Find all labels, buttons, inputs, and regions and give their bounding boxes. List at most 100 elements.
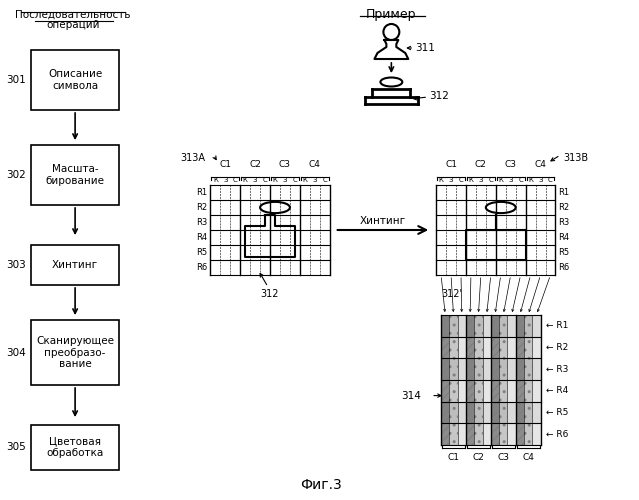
Bar <box>449 380 458 402</box>
Bar <box>491 402 499 423</box>
Bar <box>507 424 516 445</box>
Bar <box>499 336 507 358</box>
Text: R3: R3 <box>196 218 208 227</box>
Text: С: С <box>548 177 553 183</box>
Text: З: З <box>479 177 483 183</box>
Text: R5: R5 <box>558 248 569 257</box>
Bar <box>458 402 466 423</box>
Bar <box>499 358 507 380</box>
Text: З: З <box>282 177 287 183</box>
Text: R5: R5 <box>196 248 208 257</box>
Bar <box>441 402 449 423</box>
Bar <box>516 315 524 336</box>
FancyBboxPatch shape <box>31 245 119 285</box>
Bar <box>491 315 499 336</box>
Bar <box>532 402 541 423</box>
Bar <box>507 336 516 358</box>
Bar <box>441 380 449 402</box>
Text: C3: C3 <box>279 160 291 169</box>
Text: К: К <box>528 177 533 183</box>
Text: С: С <box>263 177 268 183</box>
Text: C2: C2 <box>249 160 261 169</box>
Text: Описание
символа: Описание символа <box>48 69 102 91</box>
Bar <box>482 380 491 402</box>
Bar <box>466 315 474 336</box>
Bar <box>491 336 499 358</box>
Bar <box>458 358 466 380</box>
Text: C4: C4 <box>309 160 321 169</box>
Bar <box>507 402 516 423</box>
Bar <box>491 358 499 380</box>
Bar <box>524 402 532 423</box>
Bar <box>524 336 532 358</box>
Bar <box>516 424 524 445</box>
Bar <box>474 380 482 402</box>
Text: ← R6: ← R6 <box>546 430 568 438</box>
Text: R2: R2 <box>196 203 208 212</box>
Text: 303: 303 <box>6 260 26 270</box>
Bar <box>466 358 474 380</box>
Text: C4: C4 <box>522 453 534 462</box>
Text: ← R4: ← R4 <box>546 386 568 396</box>
Bar <box>491 424 499 445</box>
Bar <box>441 336 449 358</box>
Text: ← R5: ← R5 <box>546 408 568 417</box>
Bar <box>449 315 458 336</box>
Text: С: С <box>488 177 493 183</box>
Text: 313B: 313B <box>564 153 589 163</box>
Bar <box>449 336 458 358</box>
Text: C1: C1 <box>219 160 231 169</box>
FancyBboxPatch shape <box>31 145 119 205</box>
Text: R2: R2 <box>558 203 569 212</box>
Bar <box>532 424 541 445</box>
Bar <box>499 380 507 402</box>
Text: 312': 312' <box>441 289 462 299</box>
Text: C2: C2 <box>472 453 484 462</box>
Bar <box>532 336 541 358</box>
Bar <box>474 424 482 445</box>
Text: К: К <box>243 177 247 183</box>
Bar <box>532 380 541 402</box>
Bar <box>516 402 524 423</box>
Bar <box>466 380 474 402</box>
Bar <box>491 358 499 380</box>
Text: К: К <box>273 177 277 183</box>
Bar <box>482 424 491 445</box>
Bar <box>474 315 482 336</box>
Bar <box>466 402 474 423</box>
Bar <box>466 424 474 445</box>
FancyBboxPatch shape <box>31 320 119 385</box>
Bar <box>507 315 516 336</box>
Bar <box>524 358 532 380</box>
Bar <box>449 358 458 380</box>
Text: 311: 311 <box>415 43 435 53</box>
Text: С: С <box>233 177 238 183</box>
Bar <box>524 315 532 336</box>
Bar <box>474 358 482 380</box>
Text: З: З <box>509 177 513 183</box>
Bar <box>441 336 449 358</box>
Bar <box>441 358 449 380</box>
Text: З: З <box>312 177 317 183</box>
Bar <box>507 358 516 380</box>
Text: С: С <box>518 177 523 183</box>
Bar <box>474 336 482 358</box>
Bar <box>466 424 474 445</box>
Bar <box>449 424 458 445</box>
Bar <box>474 315 482 336</box>
Bar <box>524 380 532 402</box>
Text: R6: R6 <box>558 263 570 272</box>
Bar <box>491 380 499 402</box>
Bar <box>441 402 449 423</box>
Bar <box>524 380 532 402</box>
Bar <box>499 315 507 336</box>
Bar <box>474 358 482 380</box>
Text: Последовательность: Последовательность <box>15 10 131 20</box>
Bar <box>524 424 532 445</box>
Text: операций: операций <box>47 20 100 30</box>
Bar <box>499 380 507 402</box>
Text: З: З <box>449 177 453 183</box>
FancyBboxPatch shape <box>31 425 119 470</box>
Bar <box>516 358 524 380</box>
Bar <box>524 315 532 336</box>
